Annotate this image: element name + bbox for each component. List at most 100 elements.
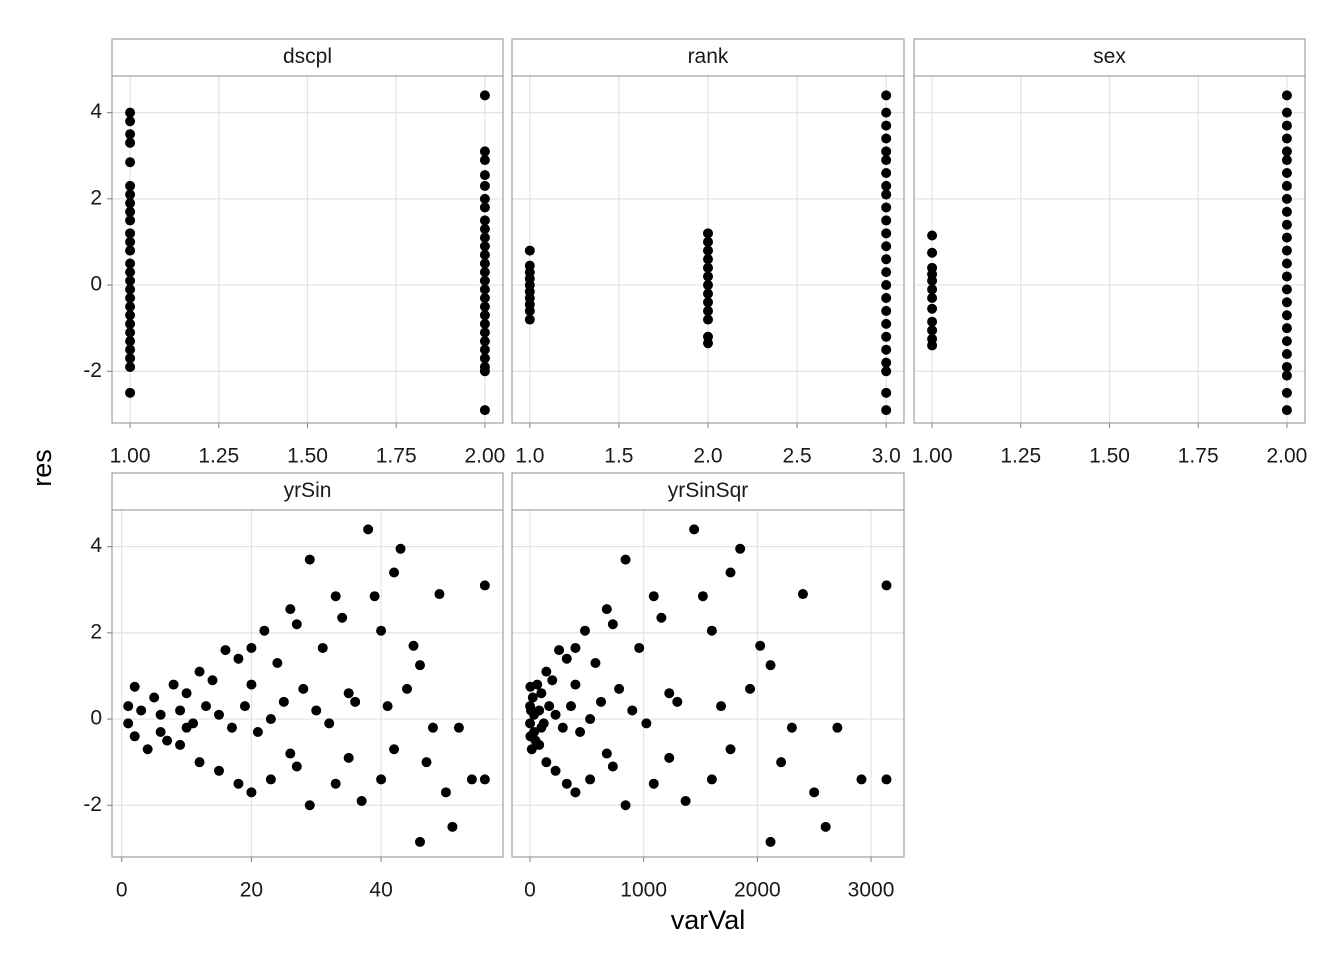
point [149,692,160,703]
point [703,288,713,299]
point [395,543,406,554]
panel-border [511,75,905,424]
point [541,757,552,768]
x-tick-label: 1.00 [110,445,151,468]
point [278,696,289,707]
point [479,241,490,252]
point [881,331,892,342]
point [479,366,490,377]
point [479,249,490,260]
point [927,275,938,286]
point [1281,167,1292,178]
point [285,748,296,759]
point [285,604,296,615]
point [479,353,490,364]
point [298,683,309,694]
point [125,107,136,118]
point [672,696,683,707]
point [765,836,776,847]
point [1281,219,1292,230]
point [765,660,776,671]
point [1281,232,1292,243]
point [136,705,147,716]
point [1281,133,1292,144]
point [725,744,736,755]
point [927,340,938,351]
point [648,591,659,602]
point [550,765,561,776]
point [246,642,257,653]
x-axis-title: varVal [671,905,746,935]
point [881,189,892,200]
x-tick-label: 2.00 [1266,445,1307,468]
point [175,705,186,716]
point [703,236,713,247]
point [479,301,490,312]
point [408,640,419,651]
point [479,232,490,243]
point [881,292,892,303]
point [129,681,140,692]
y-tick-label: -2 [83,359,102,382]
point [330,591,341,602]
point [776,757,787,768]
point [607,761,618,772]
x-tick-label: 2.5 [782,445,811,468]
point [194,666,205,677]
point [706,774,717,785]
point [566,701,577,712]
x-tick-label: 1.50 [287,445,328,468]
point [664,752,675,763]
strip-label: dscpl [283,45,332,68]
point [259,625,270,636]
point [125,336,136,347]
x-tick-label: 1.75 [376,445,417,468]
point [479,336,490,347]
point [415,836,426,847]
point [570,642,581,653]
point [570,679,581,690]
point [175,739,186,750]
point [479,202,490,213]
point [447,821,458,832]
point [881,305,892,316]
x-tick-label: 2.0 [693,445,722,468]
y-tick-label: -2 [83,793,102,816]
point [570,787,581,798]
point [689,524,700,535]
point [881,228,892,239]
point [881,267,892,278]
point [479,275,490,286]
point [1281,336,1292,347]
point [1281,206,1292,217]
point [369,591,380,602]
point [596,696,607,707]
point [554,645,565,656]
point [343,688,354,699]
point [479,193,490,204]
point [129,731,140,742]
x-tick-label: 2000 [734,879,781,902]
point [1281,107,1292,118]
point [627,705,638,716]
point [656,612,667,623]
panel-border [111,509,504,858]
point [881,146,892,157]
point [927,303,938,314]
point [434,589,445,600]
point [265,774,276,785]
x-tick-label: 1.25 [198,445,239,468]
panel-border [511,509,905,858]
point [614,683,625,694]
point [881,280,892,291]
point [881,318,892,329]
point [125,189,136,200]
point [527,692,538,703]
point [881,241,892,252]
point [881,107,892,118]
point [181,722,192,733]
point [343,752,354,763]
point [1281,180,1292,191]
point [703,228,713,239]
point [881,167,892,178]
